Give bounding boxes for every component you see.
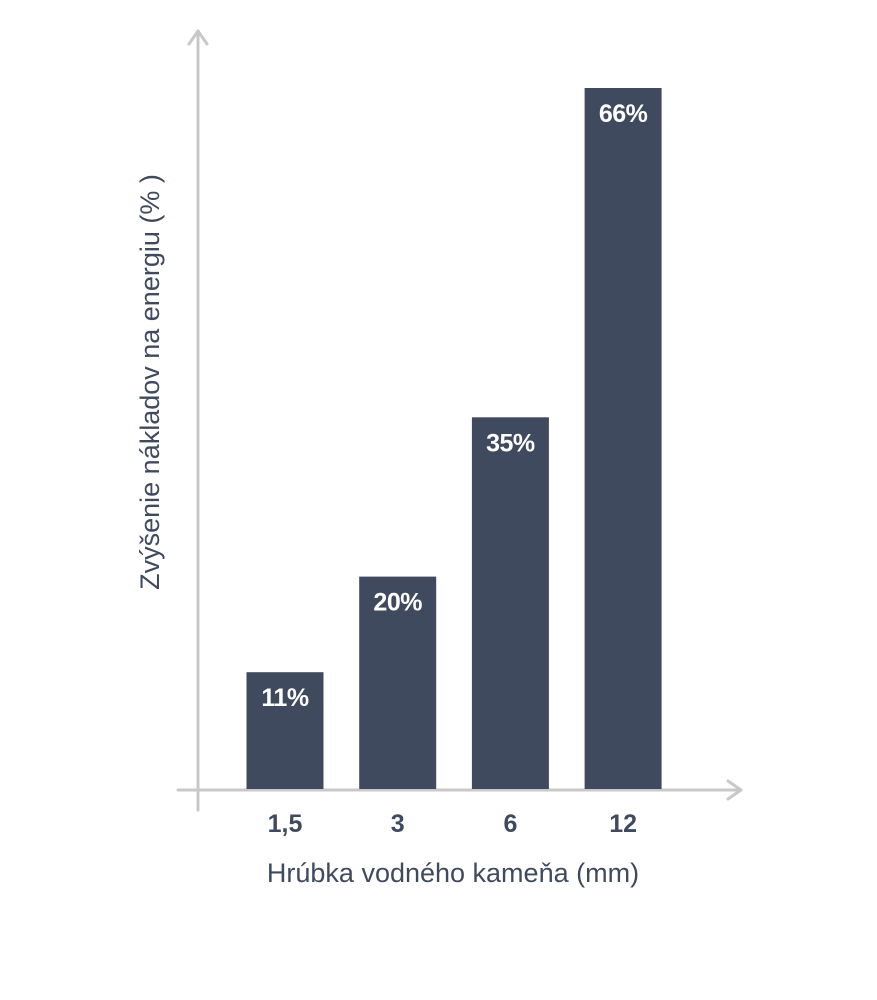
bar: [584, 88, 662, 789]
bar-value-label: 35%: [486, 429, 535, 457]
bar-value-label: 20%: [373, 589, 422, 617]
bar-value-label: 66%: [599, 100, 648, 128]
y-axis-arrow-icon: [187, 29, 209, 46]
x-axis-title: Hrúbka vodného kameňa (mm): [267, 858, 639, 888]
x-tick-label: 3: [391, 810, 405, 838]
bar: [246, 672, 324, 789]
x-tick-label: 12: [609, 810, 637, 838]
bar: [471, 417, 549, 789]
y-axis-title: Zvýšenie nákladov na energiu (% ): [135, 174, 165, 590]
bar: [359, 576, 437, 789]
bar-value-label: 11%: [261, 684, 308, 712]
bars-layer: 11% 20% 35% 66%: [246, 88, 662, 789]
x-axis-arrow-icon: [726, 779, 743, 801]
x-tick-label: 1,5: [268, 810, 303, 838]
x-tick-label: 6: [503, 810, 517, 838]
x-tick-labels: 1,5 3 6 12: [268, 810, 637, 838]
